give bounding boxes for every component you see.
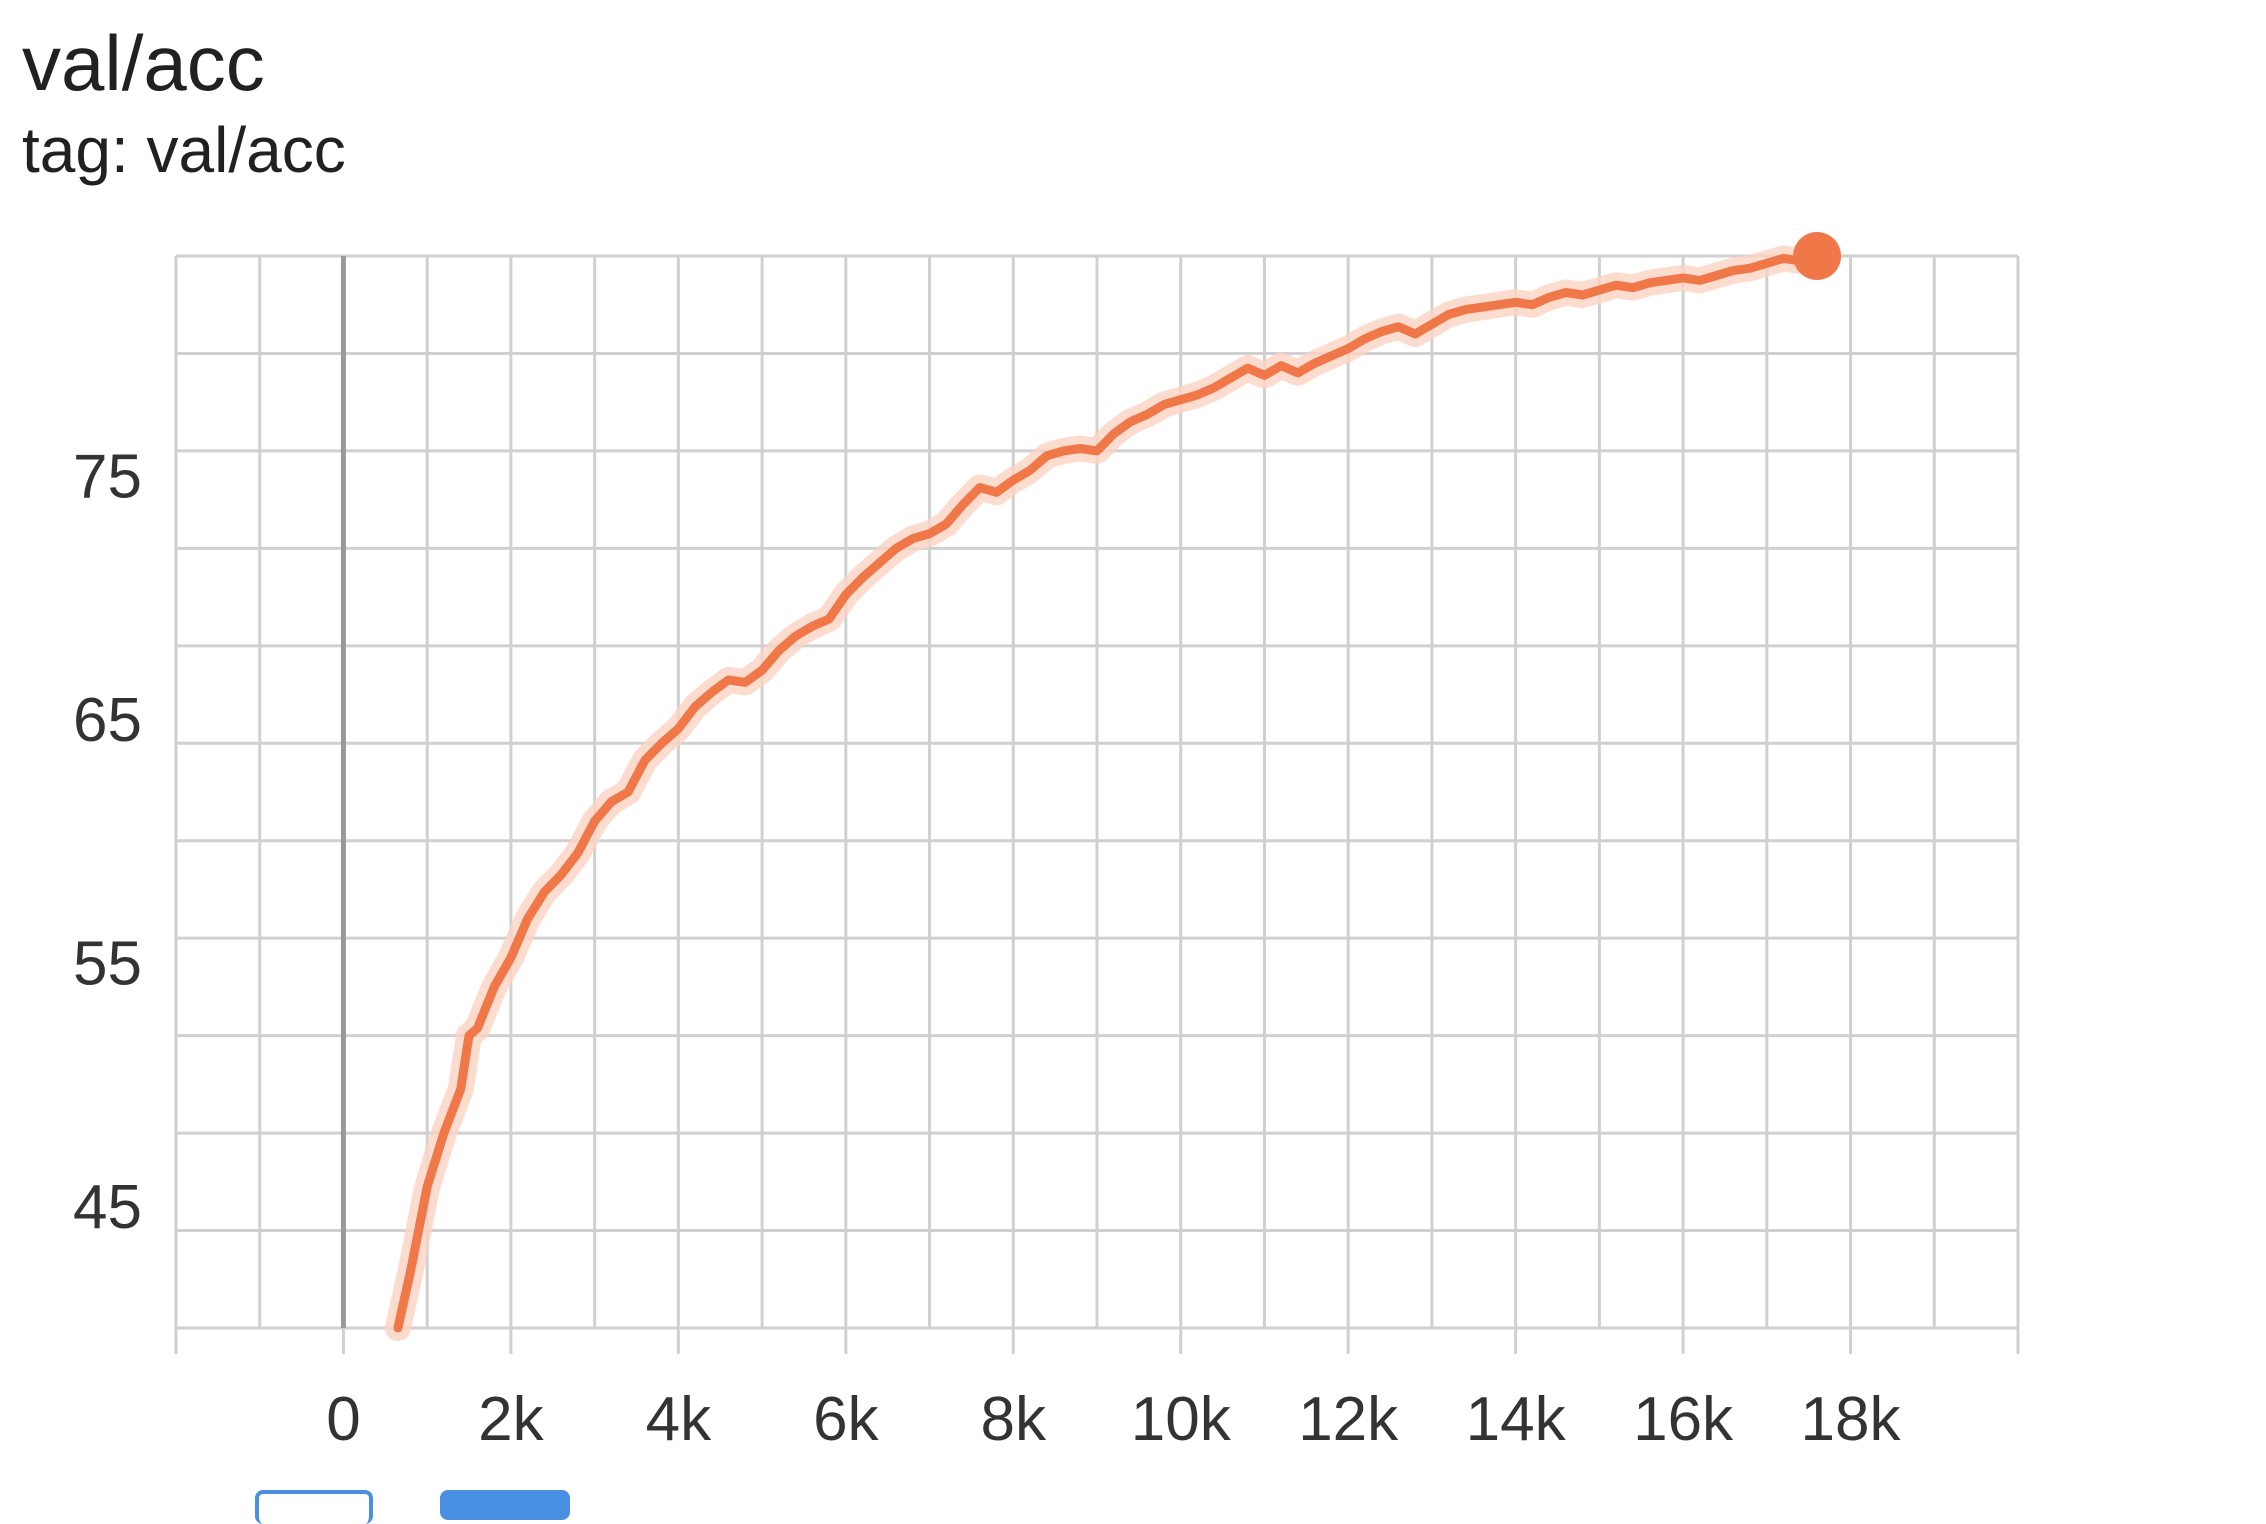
y-tick-label: 45: [73, 1173, 142, 1242]
chart-subtitle: tag: val/acc: [22, 114, 346, 186]
y-tick-label: 65: [73, 686, 142, 755]
x-tick-label: 6k: [813, 1385, 879, 1454]
x-tick-label: 18k: [1801, 1385, 1902, 1454]
x-tick-label: 16k: [1633, 1385, 1734, 1454]
y-tick-label: 55: [73, 930, 142, 999]
x-tick-label: 12k: [1298, 1385, 1399, 1454]
series-smoothing-band: [384, 243, 1831, 1341]
toolbar-button-left[interactable]: [255, 1490, 373, 1524]
grid-lines: [174, 254, 2020, 1330]
series-end-point: [1793, 232, 1842, 280]
x-tick-label: 4k: [646, 1385, 712, 1454]
chart-title: val/acc: [22, 19, 265, 107]
x-tick-label: 14k: [1466, 1385, 1567, 1454]
axis-ticks: 0 2k 4k 6k 8k 10k 12k 14k 16k 18k 45 55 65 75: [73, 442, 2020, 1454]
series-line: [393, 251, 1822, 1333]
x-tick-label: 2k: [478, 1385, 544, 1454]
x-tick-label: 0: [326, 1385, 360, 1454]
x-tick-label: 8k: [981, 1385, 1047, 1454]
x-tick-label: 10k: [1131, 1385, 1232, 1454]
toolbar-button-active[interactable]: [440, 1490, 570, 1520]
y-tick-label: 75: [73, 442, 142, 511]
